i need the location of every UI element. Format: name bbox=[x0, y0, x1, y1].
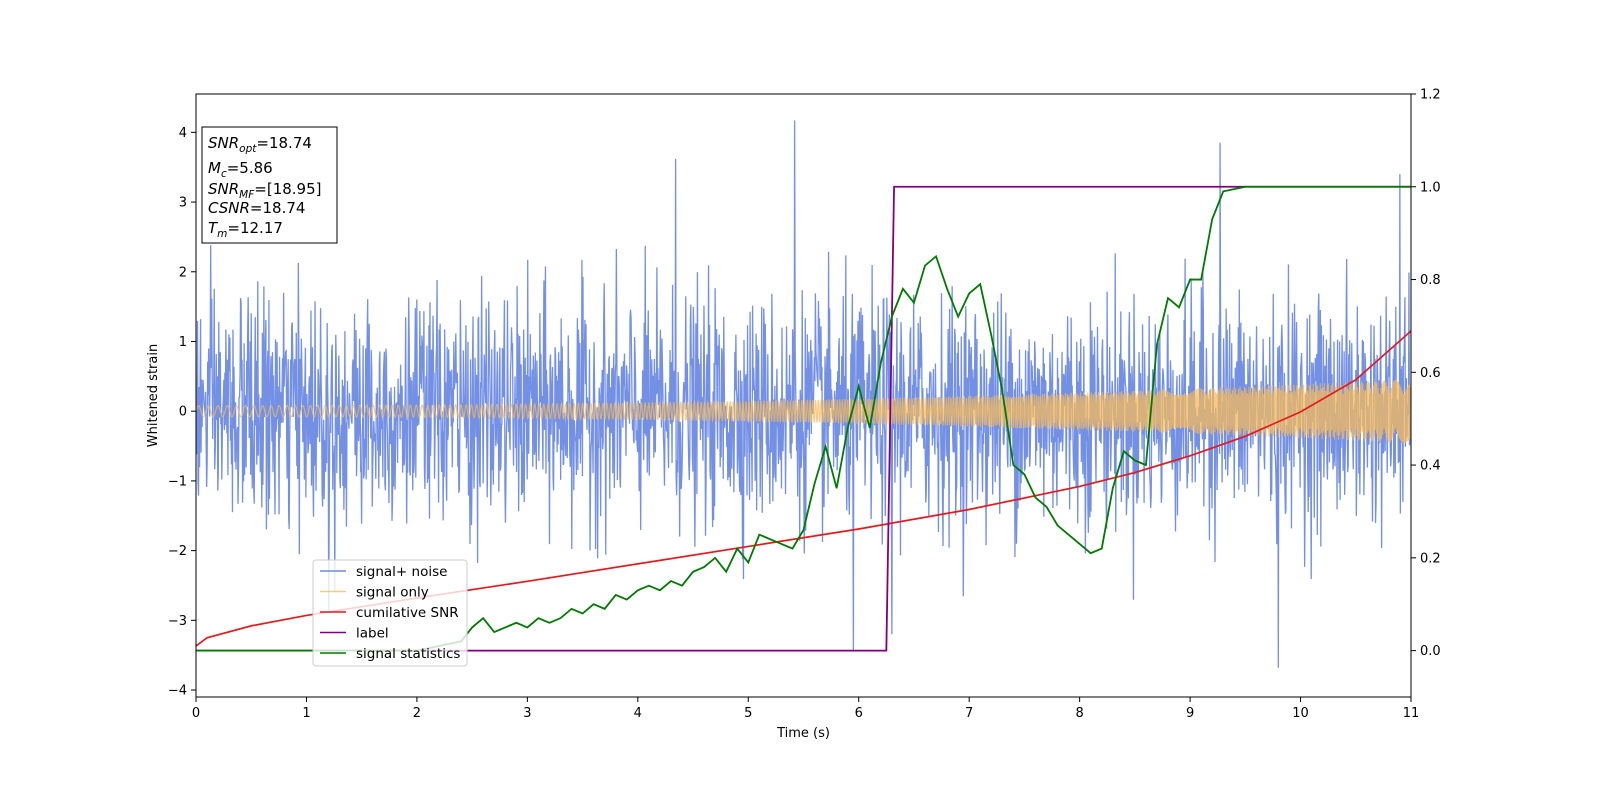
y-tick-label: 4 bbox=[179, 126, 187, 141]
y-tick-label: −4 bbox=[168, 684, 187, 699]
annotation-box: SNRopt=18.74 Mc=5.86SNRMF=[18.95]CSNR=18.… bbox=[201, 126, 338, 244]
x-tick-label: 4 bbox=[634, 706, 642, 721]
x-tick-label: 5 bbox=[744, 706, 752, 721]
legend: signal+ noise signal only cumilative SNR la… bbox=[312, 559, 468, 667]
annotation-line: CSNR=18.74 bbox=[208, 199, 305, 217]
legend-label: label bbox=[356, 626, 389, 642]
legend-label: cumilative SNR bbox=[356, 605, 459, 621]
y-tick-label: −2 bbox=[168, 544, 187, 559]
y2-tick-label: 0.6 bbox=[1420, 366, 1441, 381]
series-cumulative-snr-line bbox=[196, 330, 1411, 647]
x-tick-label: 11 bbox=[1403, 706, 1420, 721]
y-axis-label: Whitened strain bbox=[146, 344, 161, 447]
x-tick-label: 1 bbox=[302, 706, 310, 721]
annotation-box-frame bbox=[201, 126, 338, 244]
legend-label: signal only bbox=[356, 585, 429, 601]
x-tick-label: 8 bbox=[1075, 706, 1083, 721]
y2-tick-label: 1.2 bbox=[1420, 88, 1441, 103]
plot-area bbox=[196, 120, 1411, 668]
x-tick-label: 6 bbox=[855, 706, 863, 721]
x-axis-label: Time (s) bbox=[776, 726, 830, 741]
annotation-line: Mc=5.86 bbox=[208, 159, 273, 180]
series-signal-only-line bbox=[196, 379, 1411, 443]
plot-frame bbox=[195, 93, 1412, 698]
y2-tick-label: 1.0 bbox=[1420, 180, 1441, 195]
legend-frame bbox=[312, 559, 468, 667]
annotation-line: SNRMF=[18.95] bbox=[208, 180, 322, 201]
x-tick-label: 3 bbox=[523, 706, 531, 721]
x-tick-label: 10 bbox=[1292, 706, 1309, 721]
y2-tick-label: 0.0 bbox=[1420, 644, 1441, 659]
series-label-line bbox=[196, 185, 1411, 652]
legend-label: signal+ noise bbox=[356, 564, 447, 580]
y-tick-label: −1 bbox=[168, 474, 187, 489]
y-tick-label: 1 bbox=[179, 335, 187, 350]
legend-label: signal statistics bbox=[356, 646, 460, 662]
y2-tick-label: 0.2 bbox=[1420, 551, 1441, 566]
y2-tick-label: 0.4 bbox=[1420, 459, 1441, 474]
y2-tick-label: 0.8 bbox=[1420, 273, 1441, 288]
x-tick-label: 7 bbox=[965, 706, 973, 721]
annotation-line: SNRopt=18.74 bbox=[208, 134, 312, 155]
x-tick-label: 9 bbox=[1186, 706, 1194, 721]
y-tick-label: −3 bbox=[168, 614, 187, 629]
y-tick-label: 0 bbox=[179, 405, 187, 420]
y-tick-label: 2 bbox=[179, 265, 187, 280]
x-tick-label: 2 bbox=[413, 706, 421, 721]
annotation-line: Tm=12.17 bbox=[208, 219, 283, 240]
series-signal-statistics-line bbox=[196, 185, 1411, 652]
x-tick-label: 0 bbox=[192, 706, 200, 721]
y-tick-label: 3 bbox=[179, 196, 187, 211]
